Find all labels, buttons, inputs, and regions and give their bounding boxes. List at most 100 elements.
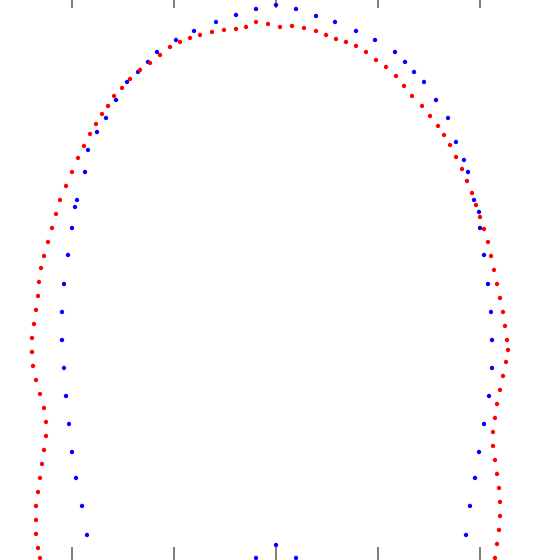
data-point-1-38 <box>502 323 508 329</box>
data-point-0-35 <box>65 252 71 258</box>
data-point-1-77 <box>45 239 51 245</box>
data-point-0-0 <box>273 2 279 8</box>
data-point-0-7 <box>191 28 197 34</box>
data-point-0-50 <box>476 449 482 455</box>
data-point-1-75 <box>53 211 59 217</box>
data-point-0-20 <box>433 97 439 103</box>
data-point-0-58 <box>253 555 259 560</box>
data-point-1-76 <box>49 225 55 231</box>
data-point-1-6 <box>233 26 239 32</box>
data-point-1-16 <box>383 64 389 70</box>
data-point-1-58 <box>177 39 183 45</box>
data-point-0-53 <box>79 503 85 509</box>
data-point-1-97 <box>33 517 39 523</box>
data-point-1-47 <box>490 443 496 449</box>
data-point-1-27 <box>464 178 470 184</box>
data-point-1-95 <box>35 489 41 495</box>
data-point-1-0 <box>253 19 259 25</box>
data-point-1-81 <box>35 293 41 299</box>
series-1 <box>29 19 511 560</box>
data-point-1-11 <box>333 36 339 42</box>
data-point-0-49 <box>69 449 75 455</box>
data-point-0-4 <box>313 13 319 19</box>
data-point-1-23 <box>441 132 447 138</box>
data-point-0-37 <box>61 281 67 287</box>
data-point-1-57 <box>187 35 193 41</box>
data-point-1-72 <box>69 169 75 175</box>
data-point-0-52 <box>472 475 478 481</box>
data-point-1-43 <box>497 387 503 393</box>
data-point-1-1 <box>265 21 271 27</box>
data-point-0-6 <box>332 19 338 25</box>
data-point-1-35 <box>494 281 500 287</box>
data-point-1-34 <box>491 267 497 273</box>
data-point-1-10 <box>323 32 329 38</box>
data-point-1-64 <box>119 85 125 91</box>
x-axis-ticks-bottom <box>71 547 481 560</box>
data-point-0-8 <box>353 28 359 34</box>
data-point-1-14 <box>363 49 369 55</box>
data-point-1-46 <box>490 429 496 435</box>
data-point-0-12 <box>392 49 398 55</box>
data-point-1-48 <box>492 457 498 463</box>
data-point-1-73 <box>63 183 69 189</box>
data-point-1-36 <box>497 295 503 301</box>
data-point-0-21 <box>103 115 109 121</box>
data-point-1-5 <box>243 24 249 30</box>
data-point-1-26 <box>459 166 465 172</box>
data-point-0-42 <box>489 337 495 343</box>
data-point-1-62 <box>137 67 143 73</box>
data-point-0-40 <box>488 309 494 315</box>
data-point-0-48 <box>481 421 487 427</box>
data-point-0-1 <box>253 6 259 12</box>
data-point-0-46 <box>486 393 492 399</box>
data-point-1-9 <box>313 28 319 34</box>
data-point-1-93 <box>39 461 45 467</box>
data-point-1-88 <box>37 391 43 397</box>
data-point-0-55 <box>84 532 90 538</box>
data-point-1-7 <box>221 27 227 33</box>
data-point-0-22 <box>445 115 451 121</box>
data-point-0-44 <box>489 365 495 371</box>
data-point-1-8 <box>209 29 215 35</box>
data-point-1-69 <box>87 131 93 137</box>
data-point-1-89 <box>41 405 47 411</box>
data-point-0-38 <box>485 281 491 287</box>
data-point-1-25 <box>453 154 459 160</box>
data-point-1-61 <box>147 60 153 66</box>
data-point-1-74 <box>57 197 63 203</box>
data-point-1-50 <box>496 485 502 491</box>
data-point-0-54 <box>467 503 473 509</box>
data-point-1-86 <box>30 363 36 369</box>
data-point-1-32 <box>485 239 491 245</box>
data-point-0-28 <box>465 169 471 175</box>
data-point-0-47 <box>66 421 72 427</box>
data-point-0-34 <box>477 225 483 231</box>
data-point-1-98 <box>33 531 39 537</box>
data-point-0-33 <box>69 225 75 231</box>
data-point-0-23 <box>94 129 100 135</box>
data-point-0-18 <box>421 79 427 85</box>
data-point-0-16 <box>411 69 417 75</box>
data-point-1-2 <box>277 24 283 30</box>
data-point-1-41 <box>503 359 509 365</box>
data-point-1-70 <box>81 143 87 149</box>
data-point-1-49 <box>494 471 500 477</box>
data-point-1-92 <box>41 447 47 453</box>
data-point-1-99 <box>35 545 41 551</box>
data-point-0-9 <box>372 37 378 43</box>
data-point-0-2 <box>233 12 239 18</box>
data-point-0-24 <box>453 139 459 145</box>
data-point-0-43 <box>61 365 67 371</box>
data-point-0-51 <box>73 475 79 481</box>
data-point-0-27 <box>82 169 88 175</box>
data-point-0-17 <box>124 79 130 85</box>
data-point-1-37 <box>500 309 506 315</box>
data-point-0-25 <box>85 147 91 153</box>
data-point-1-59 <box>167 44 173 50</box>
data-point-1-90 <box>43 419 49 425</box>
data-point-1-53 <box>496 527 502 533</box>
data-point-1-45 <box>492 415 498 421</box>
data-point-1-83 <box>31 321 37 327</box>
data-point-1-51 <box>497 499 503 505</box>
